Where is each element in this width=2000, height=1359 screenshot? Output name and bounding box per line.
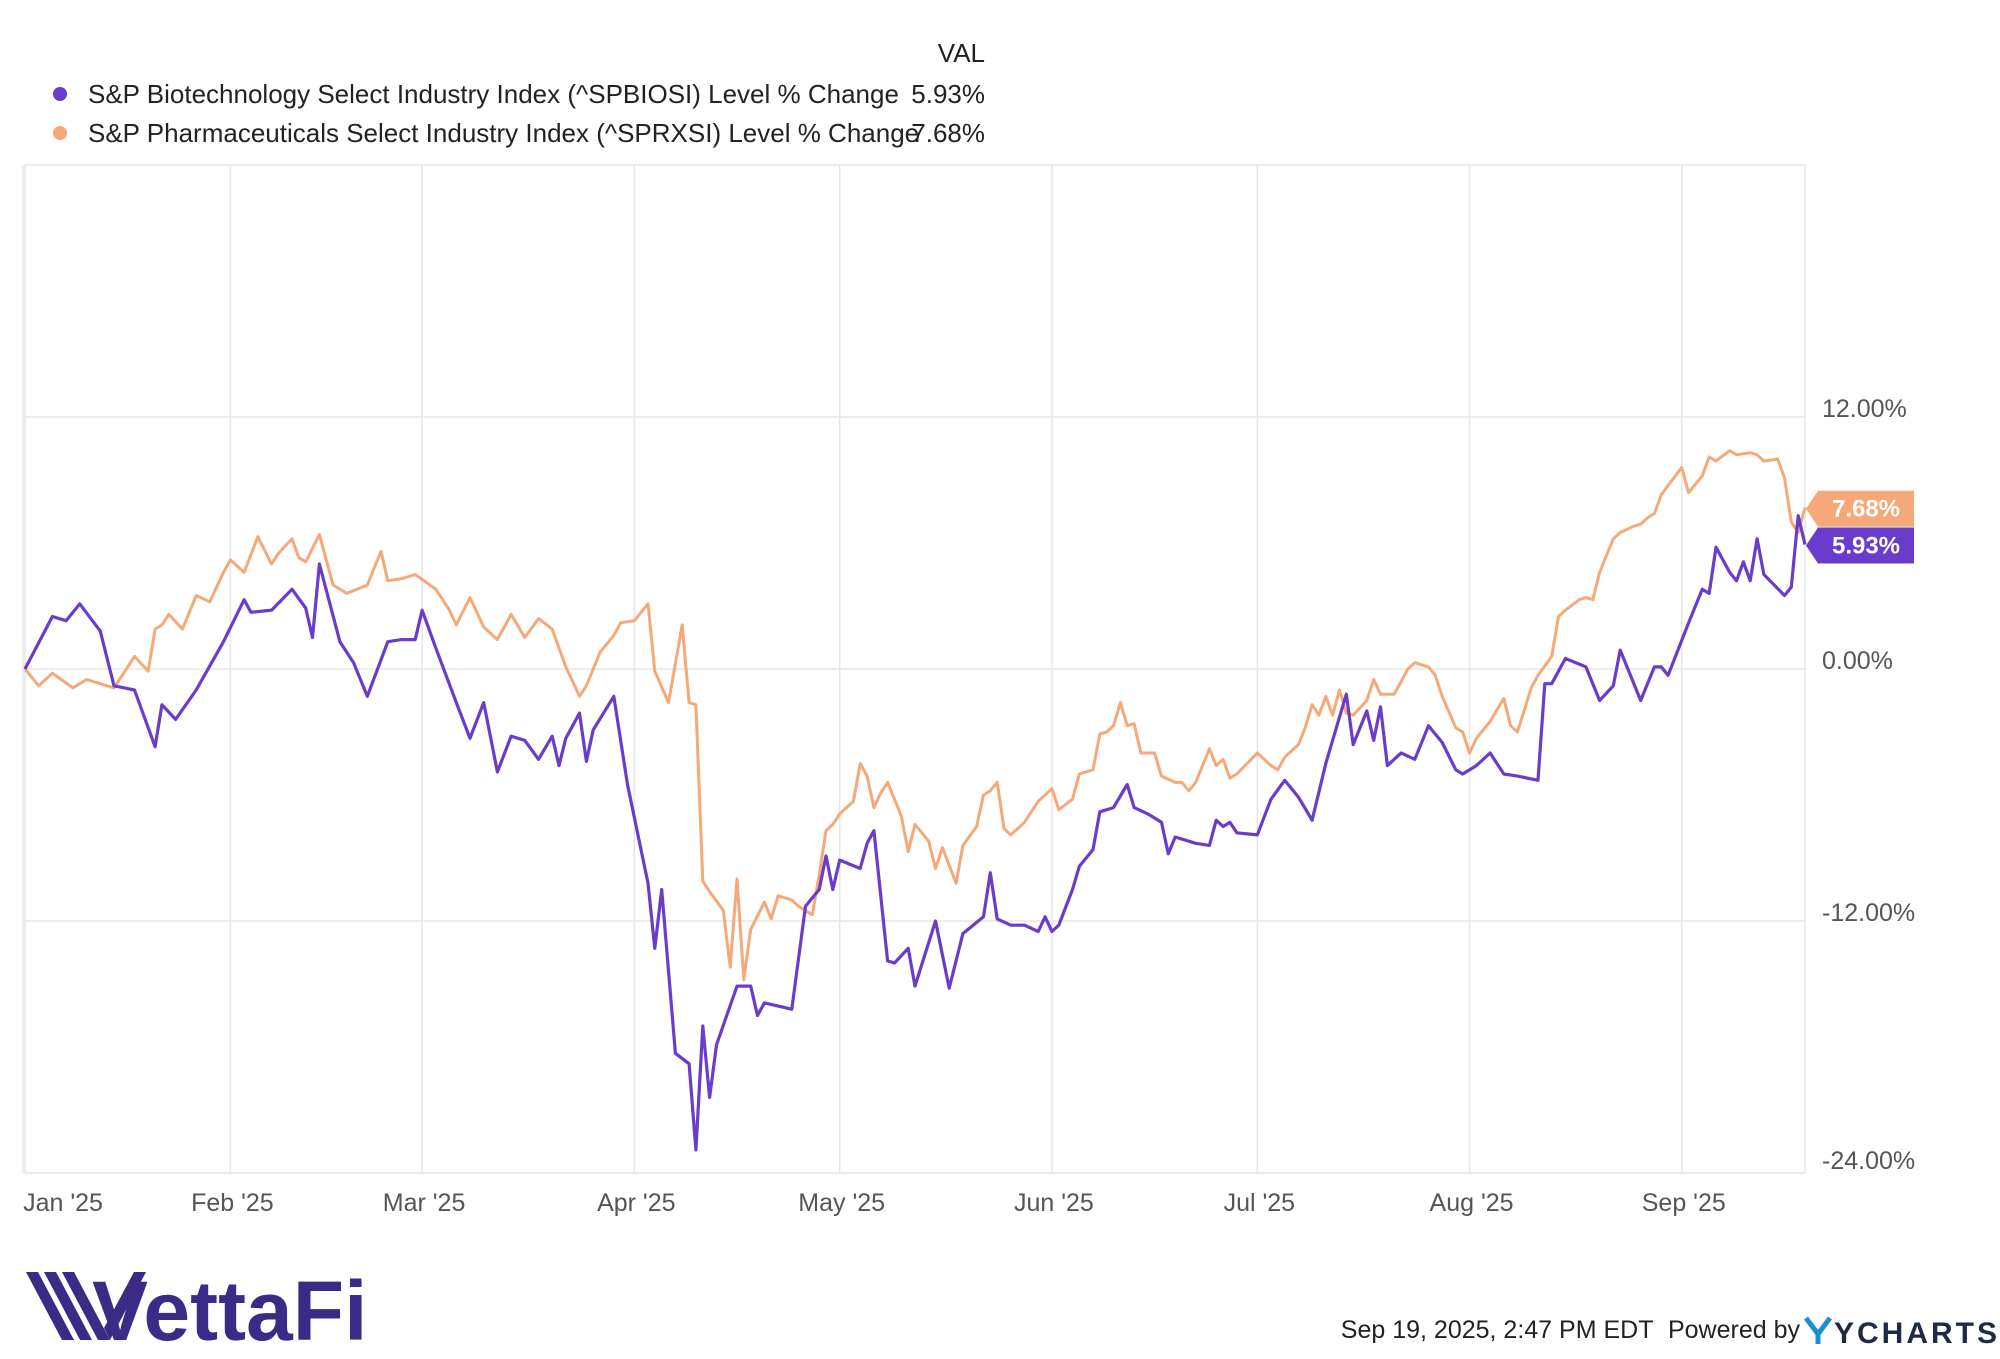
footer-powered: Sep 19, 2025, 2:47 PM EDT Powered by [1341, 1316, 1801, 1344]
x-axis: Jan '25 Feb '25 Mar '25 Apr '25 May '25 Jun '… [23, 1189, 1726, 1217]
ycharts-wordmark: YCHARTS [1834, 1317, 2000, 1350]
end-tag-pharma: 7.68% [1806, 490, 1914, 527]
ycharts-y-icon [1804, 1316, 1832, 1344]
y-tick-label: -24.00% [1822, 1147, 1915, 1175]
x-tick-label: Sep '25 [1642, 1189, 1726, 1217]
y-tick-label: 0.00% [1822, 647, 1893, 675]
x-tick-label: Mar '25 [383, 1189, 466, 1217]
footer-timestamp: Sep 19, 2025, 2:47 PM EDT [1341, 1316, 1653, 1344]
legend-header: VAL [938, 38, 985, 68]
end-tag-pharma-label: 7.68% [1832, 496, 1900, 523]
legend: VAL S&P Biotechnology Select Industry In… [53, 38, 985, 148]
legend-label-pharma[interactable]: S&P Pharmaceuticals Select Industry Inde… [88, 118, 919, 148]
footer-powered-by: Powered by [1668, 1316, 1801, 1344]
y-tick-label: 12.00% [1822, 395, 1907, 423]
ycharts-logo[interactable]: YCHARTS [1804, 1316, 2000, 1350]
series-lines [23, 449, 1807, 1152]
end-tag-biotech-shape [1806, 527, 1914, 564]
end-tag-pharma-shape [1806, 490, 1914, 527]
x-tick-label: Aug '25 [1430, 1189, 1514, 1217]
series-line-pharma[interactable] [23, 449, 1807, 982]
grid-lines [22, 165, 1805, 1174]
vettafi-logo-text: VettaFi [92, 1264, 367, 1358]
x-tick-label: Apr '25 [597, 1189, 675, 1217]
x-tick-label: Jul '25 [1224, 1189, 1295, 1217]
end-value-tags: 7.68% 5.93% [1806, 490, 1914, 564]
end-tag-biotech-label: 5.93% [1832, 532, 1900, 559]
x-tick-label: May '25 [798, 1189, 885, 1217]
vettafi-v-mark-icon [26, 1272, 146, 1340]
x-tick-label: Feb '25 [191, 1189, 274, 1217]
legend-value-pharma: 7.68% [911, 118, 985, 148]
x-tick-label: Jun '25 [1014, 1189, 1094, 1217]
end-tag-biotech: 5.93% [1806, 527, 1914, 564]
legend-dot-biotech [53, 87, 67, 101]
legend-value-biotech: 5.93% [911, 79, 985, 109]
x-tick-label: Jan '25 [23, 1189, 103, 1217]
series-line-biotech[interactable] [23, 514, 1807, 1152]
vettafi-logo: VettaFi [26, 1264, 367, 1358]
legend-dot-pharma [53, 126, 67, 140]
y-tick-label: -12.00% [1822, 899, 1915, 927]
y-axis: 12.00% 0.00% -12.00% -24.00% [1822, 395, 1915, 1175]
legend-label-biotech[interactable]: S&P Biotechnology Select Industry Index … [88, 79, 899, 109]
